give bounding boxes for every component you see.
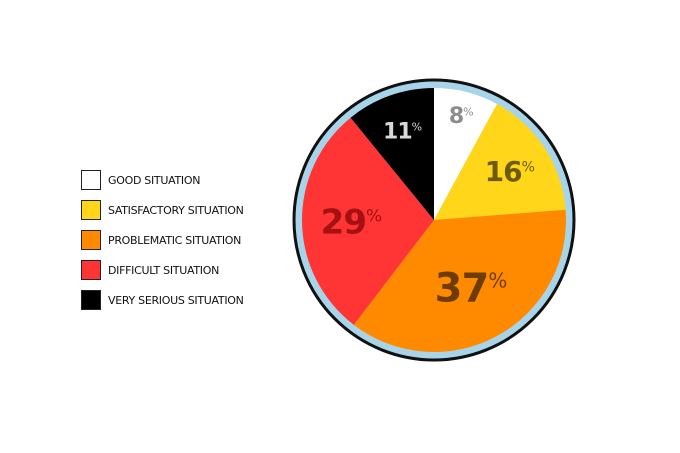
- pie-label-unit-difficult: %: [366, 207, 382, 227]
- pie-label-unit-satisfactory: %: [522, 159, 535, 175]
- pie-slice-problematic: [353, 209, 566, 353]
- pie-slice-difficult: [302, 117, 434, 325]
- pie-slice-good: [434, 88, 498, 220]
- legend-label-satisfactory: SATISFACTORY SITUATION: [108, 203, 244, 217]
- pie-slice-satisfactory: [434, 104, 566, 220]
- legend-label-very-serious: VERY SERIOUS SITUATION: [108, 293, 244, 307]
- legend-item-problematic: PROBLEMATIC SITUATION: [81, 230, 244, 250]
- legend-label-difficult: DIFFICULT SITUATION: [108, 263, 219, 277]
- legend-label-good: GOOD SITUATION: [108, 173, 201, 187]
- legend-item-good: GOOD SITUATION: [81, 170, 244, 190]
- chart-legend: GOOD SITUATION SATISFACTORY SITUATION PR…: [81, 170, 244, 320]
- pie-label-unit-problematic: %: [488, 269, 506, 293]
- pie-label-unit-very-serious: %: [412, 121, 422, 134]
- pie-slices: [302, 88, 566, 353]
- pie-slice-very-serious: [350, 88, 434, 220]
- legend-item-very-serious: VERY SERIOUS SITUATION: [81, 290, 244, 310]
- legend-label-problematic: PROBLEMATIC SITUATION: [108, 233, 242, 247]
- legend-swatch-problematic: [81, 230, 101, 250]
- legend-swatch-difficult: [81, 260, 101, 280]
- legend-swatch-good: [81, 170, 101, 190]
- pie-label-unit-good: %: [463, 105, 473, 118]
- legend-item-satisfactory: SATISFACTORY SITUATION: [81, 200, 244, 220]
- legend-item-difficult: DIFFICULT SITUATION: [81, 260, 244, 280]
- legend-swatch-very-serious: [81, 290, 101, 310]
- legend-swatch-satisfactory: [81, 200, 101, 220]
